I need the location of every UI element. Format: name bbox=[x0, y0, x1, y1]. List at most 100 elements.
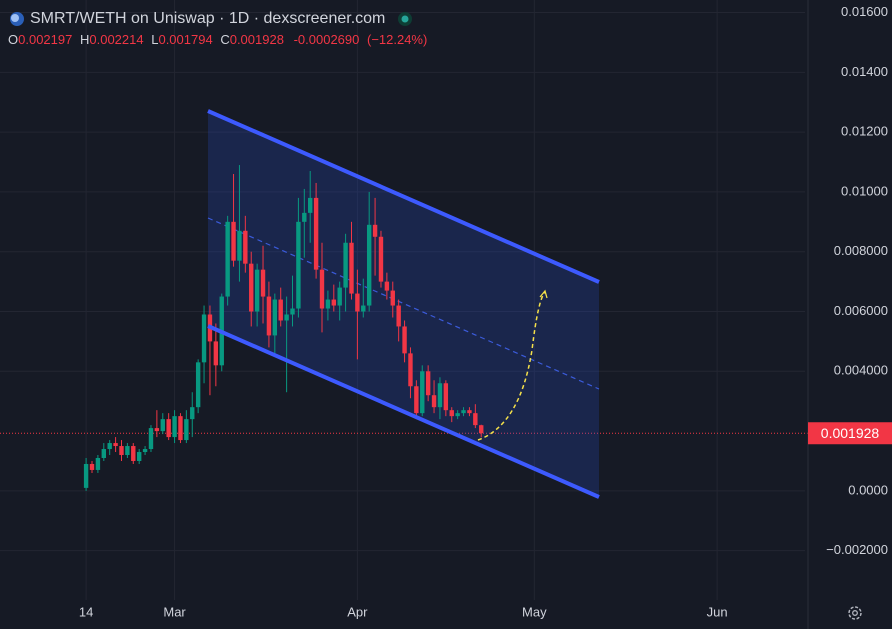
y-tick-label: 0.01600 bbox=[841, 4, 888, 19]
candle-body bbox=[272, 299, 278, 336]
y-tick-label: 0.01000 bbox=[841, 183, 888, 198]
candle-body bbox=[95, 457, 101, 470]
last-price-label: 0.001928 bbox=[821, 425, 880, 441]
candle-body bbox=[284, 314, 289, 321]
x-tick-label: Jun bbox=[707, 604, 728, 619]
l-key: L bbox=[151, 32, 158, 47]
candle-body bbox=[160, 419, 165, 432]
candle-body bbox=[83, 463, 89, 488]
settings-icon[interactable] bbox=[848, 606, 862, 620]
candle-body bbox=[136, 452, 142, 461]
candle-body bbox=[384, 281, 390, 291]
candle-body bbox=[396, 305, 401, 327]
y-tick-label: 0.006000 bbox=[834, 303, 888, 318]
candles bbox=[83, 165, 484, 491]
candle-body bbox=[107, 443, 112, 450]
candle-body bbox=[296, 221, 301, 309]
candle-body bbox=[266, 296, 272, 336]
candle-body bbox=[184, 419, 189, 441]
candle-body bbox=[467, 410, 472, 414]
y-tick-label: 0.01200 bbox=[841, 124, 888, 139]
candle-body bbox=[408, 353, 413, 387]
candle-body bbox=[302, 212, 307, 222]
candle-body bbox=[249, 263, 254, 312]
candle-body bbox=[142, 449, 148, 453]
l-value: 0.001794 bbox=[158, 32, 212, 47]
candle-body bbox=[201, 314, 207, 363]
candle-body bbox=[166, 419, 171, 438]
candle-body bbox=[349, 242, 354, 294]
candle-body bbox=[313, 197, 319, 270]
candle-body bbox=[231, 221, 236, 261]
candle-body bbox=[366, 224, 372, 306]
candle-body bbox=[278, 299, 283, 321]
candle-body bbox=[331, 299, 336, 306]
candle-body bbox=[178, 416, 183, 441]
candle-body bbox=[260, 269, 266, 297]
y-tick-label: −0.002000 bbox=[826, 542, 888, 557]
channel-fill bbox=[208, 111, 599, 497]
candle-body bbox=[237, 230, 242, 261]
last-price-box bbox=[808, 422, 892, 445]
y-tick-label: 0.01400 bbox=[841, 64, 888, 79]
chart-title: SMRT/WETH on Uniswap · 1D · dexscreener.… bbox=[30, 10, 385, 27]
candle-body bbox=[172, 416, 177, 438]
o-value: 0.002197 bbox=[18, 32, 72, 47]
candle-body bbox=[101, 449, 106, 458]
candle-body bbox=[390, 290, 395, 306]
x-tick-label: 14 bbox=[79, 604, 93, 619]
change-pct: (−12.24%) bbox=[367, 32, 427, 47]
candle-body bbox=[319, 269, 325, 309]
y-tick-label: 0.008000 bbox=[834, 243, 888, 258]
token-icon-inner bbox=[11, 14, 19, 22]
candle-body bbox=[290, 308, 295, 315]
h-value: 0.002214 bbox=[89, 32, 143, 47]
candle-body bbox=[195, 362, 201, 408]
status-dot bbox=[401, 15, 409, 23]
candle-body bbox=[190, 407, 195, 420]
h-key: H bbox=[80, 32, 89, 47]
plot-area bbox=[0, 0, 808, 600]
x-tick-label: Apr bbox=[347, 604, 368, 619]
projection-curve bbox=[477, 291, 546, 441]
candle-body bbox=[308, 197, 313, 213]
candle-body bbox=[455, 413, 460, 417]
c-value: 0.001928 bbox=[230, 32, 284, 47]
projection-arrow bbox=[539, 289, 548, 299]
candle-body bbox=[361, 305, 366, 312]
candle-body bbox=[119, 446, 124, 456]
candle-body bbox=[461, 410, 466, 414]
ohlc-legend: O0.002197 H0.002214 L0.001794 C0.001928 … bbox=[8, 32, 427, 47]
change: -0.0002690 bbox=[294, 32, 360, 47]
candle-body bbox=[254, 269, 260, 312]
channel-midline bbox=[207, 217, 600, 390]
candle-body bbox=[402, 326, 407, 354]
candle-body bbox=[437, 383, 443, 408]
candle-body bbox=[343, 242, 348, 288]
candle-body bbox=[378, 236, 384, 282]
candle-body bbox=[148, 428, 154, 450]
candle-body bbox=[89, 463, 95, 470]
x-tick-label: May bbox=[522, 604, 547, 619]
candle-body bbox=[131, 446, 136, 461]
o-key: O bbox=[8, 32, 18, 47]
candle-body bbox=[473, 413, 478, 426]
candle-body bbox=[443, 383, 449, 411]
candle-body bbox=[414, 386, 419, 414]
candle-body bbox=[479, 425, 484, 434]
channel-lower bbox=[207, 324, 600, 499]
candle-body bbox=[372, 224, 378, 237]
candle-body bbox=[213, 341, 219, 366]
candle-body bbox=[225, 221, 230, 297]
candle-body bbox=[425, 371, 431, 396]
candle-body bbox=[325, 299, 331, 309]
candle-body bbox=[449, 410, 454, 417]
candle-body bbox=[243, 230, 248, 264]
candle-body bbox=[154, 428, 160, 432]
candle-body bbox=[420, 371, 425, 414]
candle-body bbox=[113, 443, 118, 447]
y-tick-label: 0.004000 bbox=[834, 363, 888, 378]
c-key: C bbox=[220, 32, 229, 47]
candle-body bbox=[337, 287, 342, 306]
